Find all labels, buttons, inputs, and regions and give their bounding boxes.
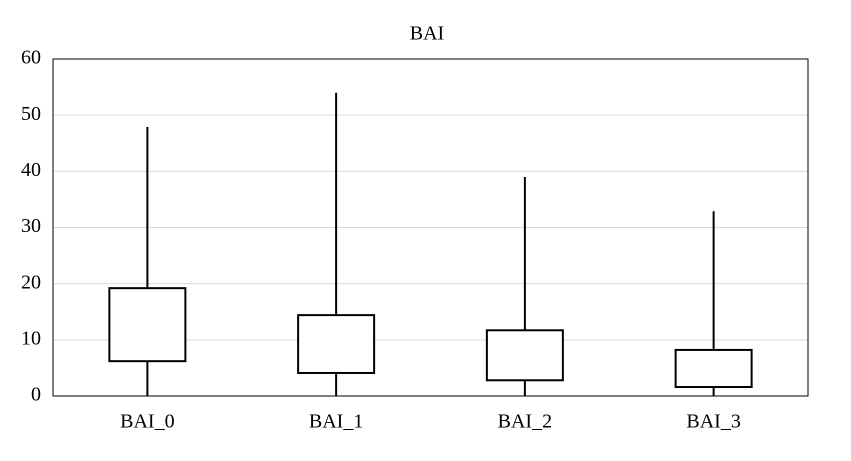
box <box>674 348 753 389</box>
y-tick-label: 50 <box>21 103 41 125</box>
y-tick-label: 40 <box>21 159 41 181</box>
box <box>108 287 187 363</box>
x-tick-label: BAI_3 <box>686 411 740 433</box>
x-tick-label: BAI_0 <box>120 411 174 433</box>
y-tick-label: 20 <box>21 271 41 293</box>
box <box>485 329 564 382</box>
y-tick-label: 60 <box>21 47 41 69</box>
chart-title: BAI <box>410 23 444 45</box>
y-tick-label: 0 <box>31 384 41 406</box>
y-tick-label: 30 <box>21 215 41 237</box>
box <box>297 314 376 374</box>
x-tick-label: BAI_1 <box>309 411 363 433</box>
y-tick-label: 10 <box>21 327 41 349</box>
plot-frame <box>52 58 809 397</box>
x-tick-label: BAI_2 <box>498 411 552 433</box>
